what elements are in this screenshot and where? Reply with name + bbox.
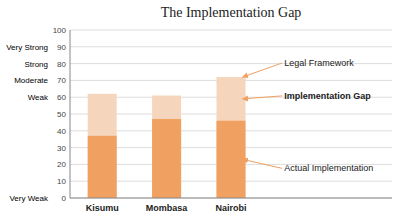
y-tick-label: 30: [57, 144, 66, 153]
y-level-label: Very Strong: [6, 43, 48, 52]
y-tick-label: 80: [57, 60, 66, 69]
grid-line: [70, 198, 392, 199]
annotation: Legal Framework: [284, 58, 354, 68]
annotation-arrow: [243, 63, 283, 77]
bar: [88, 94, 117, 198]
y-level-label: Weak: [28, 93, 49, 102]
annotation-arrow: [243, 96, 283, 99]
title: The Implementation Gap: [161, 5, 302, 20]
grid: [70, 30, 392, 198]
x-tick-label: Nairobi: [215, 203, 246, 213]
y-tick-label: 60: [57, 93, 66, 102]
x-tick-label: Kisumu: [86, 203, 119, 213]
bar: [88, 136, 117, 198]
annotation: Actual Implementation: [284, 163, 373, 173]
y-tick-label: 10: [57, 177, 66, 186]
y-level-label: Very Weak: [9, 194, 49, 203]
grid-line: [70, 46, 392, 47]
bar: [152, 96, 181, 198]
x-tick-label: Mombasa: [146, 203, 189, 213]
y-tick-label: 20: [57, 160, 66, 169]
y-level-label: Strong: [24, 60, 48, 69]
y-axis-line: [70, 30, 71, 198]
annotation-arrow: [243, 159, 283, 168]
y-tick-label: 100: [53, 26, 67, 35]
grid-line: [70, 30, 392, 31]
y-tick-label: 0: [62, 194, 67, 203]
y-tick-label: 70: [57, 76, 66, 85]
chart: The Implementation Gap 0 10 20 30 40 50 60 70 80 9…: [0, 0, 400, 224]
y-tick-label: 50: [57, 110, 66, 119]
chart-container: The Implementation Gap 0 10 20 30 40 50 60 70 80 9…: [0, 0, 400, 224]
x-axis-line: [70, 198, 392, 199]
annotation: Implementation Gap: [284, 91, 371, 101]
bar: [217, 121, 246, 198]
bars: [88, 77, 246, 198]
y-level-label: Moderate: [14, 76, 48, 85]
bar: [152, 119, 181, 198]
y-tick-label: 40: [57, 127, 66, 136]
y-tick-label: 90: [57, 43, 66, 52]
bar: [217, 77, 246, 198]
